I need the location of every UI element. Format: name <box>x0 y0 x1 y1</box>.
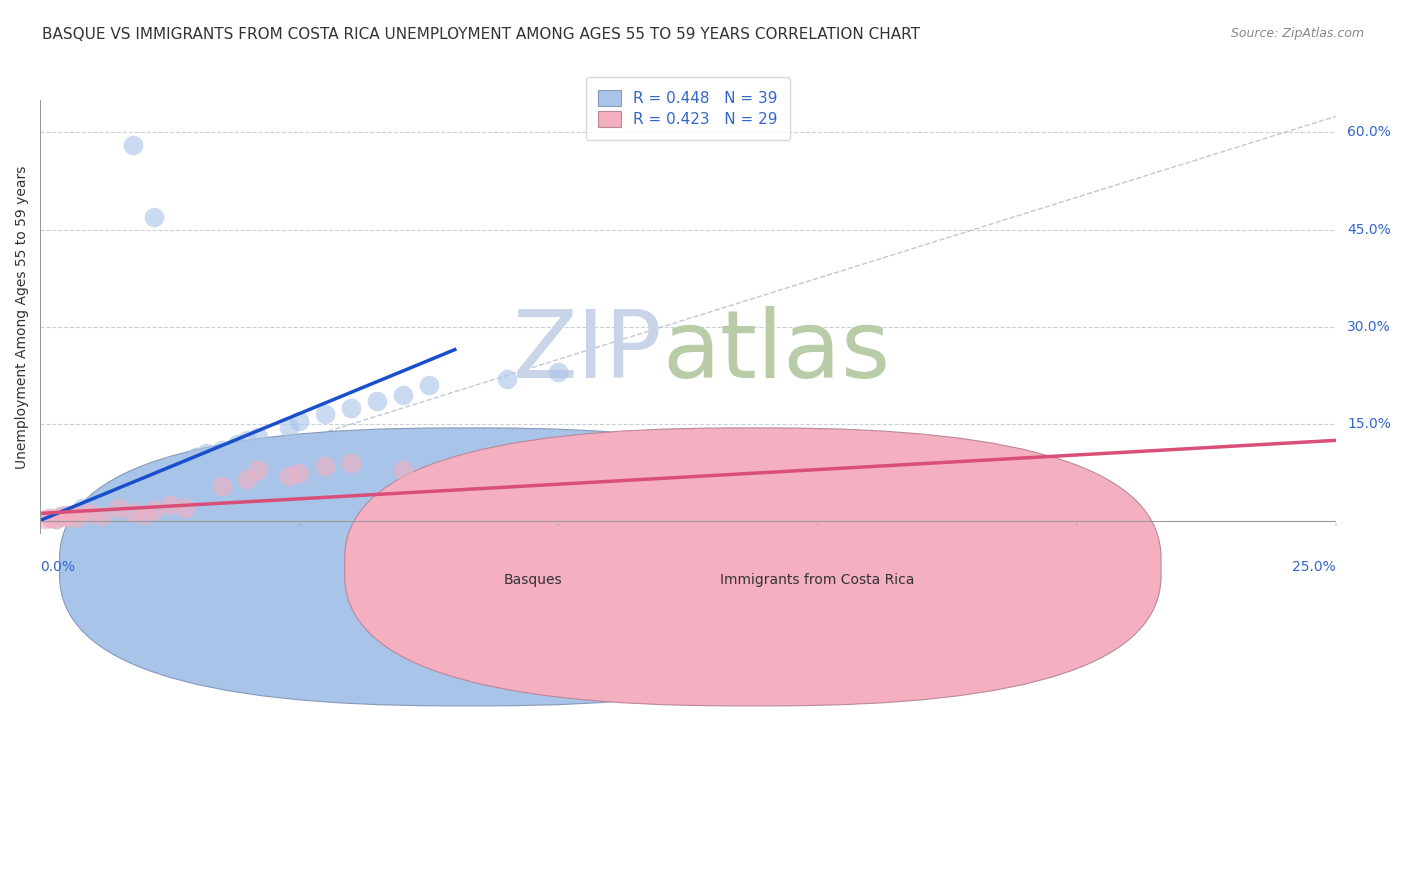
Point <box>314 459 336 474</box>
Point <box>418 378 440 392</box>
Point <box>159 498 181 512</box>
Point <box>112 488 135 502</box>
Point <box>547 365 569 379</box>
Point <box>80 502 103 516</box>
Point <box>236 472 259 486</box>
Text: 60.0%: 60.0% <box>1347 126 1391 139</box>
Point <box>236 434 259 448</box>
Point <box>246 462 269 476</box>
Point <box>91 509 114 524</box>
Text: 0.0%: 0.0% <box>41 560 75 574</box>
Point <box>39 511 62 525</box>
Text: 15.0%: 15.0% <box>1347 417 1391 431</box>
Point <box>195 446 218 460</box>
Point <box>107 501 129 516</box>
Text: Basques: Basques <box>503 574 562 588</box>
Point <box>70 501 93 516</box>
Point <box>86 507 108 521</box>
Point <box>49 509 72 524</box>
Point <box>184 450 207 464</box>
Point <box>910 436 932 450</box>
FancyBboxPatch shape <box>344 428 1161 706</box>
Point <box>45 512 67 526</box>
Point <box>60 510 83 524</box>
Point <box>55 510 77 524</box>
Point <box>314 408 336 422</box>
Text: 45.0%: 45.0% <box>1347 223 1391 236</box>
Point <box>143 502 166 516</box>
Point <box>122 138 145 153</box>
Point <box>80 507 103 521</box>
Point <box>107 498 129 512</box>
Point <box>495 475 517 490</box>
Text: 30.0%: 30.0% <box>1347 320 1391 334</box>
Point <box>936 440 959 454</box>
FancyBboxPatch shape <box>59 428 876 706</box>
Point <box>96 501 118 516</box>
Point <box>132 475 155 490</box>
Legend: R = 0.448   N = 39, R = 0.423   N = 29: R = 0.448 N = 39, R = 0.423 N = 29 <box>586 78 790 140</box>
Point <box>174 501 197 516</box>
Point <box>495 372 517 386</box>
Point <box>55 508 77 522</box>
Point <box>392 388 415 402</box>
Point <box>49 509 72 524</box>
Point <box>45 512 67 526</box>
Point <box>122 482 145 496</box>
Point <box>117 491 139 506</box>
Text: atlas: atlas <box>662 306 890 398</box>
Point <box>39 511 62 525</box>
Point <box>143 466 166 480</box>
Point <box>80 498 103 512</box>
Point <box>211 479 233 493</box>
Point <box>143 210 166 224</box>
Point <box>443 472 465 486</box>
Point <box>340 401 363 415</box>
Point <box>122 505 145 519</box>
Y-axis label: Unemployment Among Ages 55 to 59 years: Unemployment Among Ages 55 to 59 years <box>15 166 30 469</box>
Text: BASQUE VS IMMIGRANTS FROM COSTA RICA UNEMPLOYMENT AMONG AGES 55 TO 59 YEARS CORR: BASQUE VS IMMIGRANTS FROM COSTA RICA UNE… <box>42 27 920 42</box>
Point <box>159 459 181 474</box>
Point <box>70 505 93 519</box>
Point <box>858 443 880 458</box>
Point <box>65 511 87 525</box>
Point <box>366 394 388 409</box>
Point <box>60 508 83 522</box>
Point <box>174 456 197 470</box>
Point <box>91 505 114 519</box>
Point <box>211 443 233 458</box>
Point <box>288 414 311 428</box>
Point <box>277 469 299 483</box>
Point <box>392 462 415 476</box>
Point <box>132 508 155 522</box>
Point <box>277 420 299 434</box>
Point <box>70 505 93 519</box>
Text: Source: ZipAtlas.com: Source: ZipAtlas.com <box>1230 27 1364 40</box>
Point <box>340 456 363 470</box>
Text: Immigrants from Costa Rica: Immigrants from Costa Rica <box>720 574 915 588</box>
Point <box>246 430 269 444</box>
Text: ZIP: ZIP <box>513 306 662 398</box>
Point <box>288 466 311 480</box>
Text: 25.0%: 25.0% <box>1292 560 1336 574</box>
Point <box>226 436 249 450</box>
Point <box>34 512 56 526</box>
Point <box>107 495 129 509</box>
Point <box>65 507 87 521</box>
